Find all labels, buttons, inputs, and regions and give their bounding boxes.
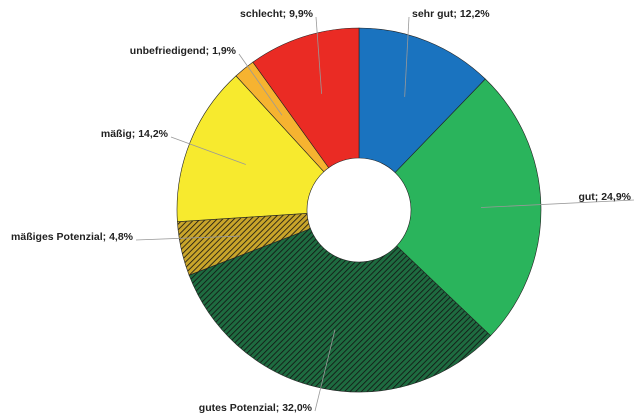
category-label: gutes Potenzial: [199, 402, 276, 414]
leader-line: [170, 136, 246, 165]
data-label: unbefriedigend; 1,9%: [130, 45, 237, 57]
data-label: sehr gut; 12,2%: [412, 8, 490, 20]
donut-segment: [176, 75, 325, 223]
value-label: 4,8%: [109, 231, 134, 243]
value-label: 9,9%: [289, 8, 314, 20]
leader-line: [314, 329, 336, 412]
data-label: mäßiges Potenzial; 4,8%: [11, 231, 134, 243]
donut-segment: [358, 27, 486, 173]
category-label: mäßiges Potenzial: [11, 231, 103, 243]
category-label: gut: [578, 191, 595, 203]
data-label: gut; 24,9%: [578, 191, 631, 203]
value-label: 14,2%: [138, 128, 168, 140]
category-label: sehr gut: [412, 8, 454, 20]
data-label: mäßig; 14,2%: [101, 128, 169, 140]
label-separator: ;: [595, 191, 601, 203]
value-label: 12,2%: [460, 8, 490, 20]
label-separator: ;: [276, 402, 282, 414]
donut-segment: [252, 27, 360, 169]
label-separator: ;: [283, 8, 289, 20]
donut-segment: [188, 228, 492, 393]
value-label: 1,9%: [212, 45, 237, 57]
label-separator: ;: [132, 128, 138, 140]
category-label: unbefriedigend: [130, 45, 206, 57]
category-label: schlecht: [240, 8, 283, 20]
data-label: gutes Potenzial; 32,0%: [199, 402, 313, 414]
value-label: 24,9%: [601, 191, 631, 203]
leader-line: [135, 235, 240, 241]
value-label: 32,0%: [282, 402, 312, 414]
leader-line: [315, 16, 323, 94]
donut-segment: [394, 78, 542, 337]
leader-line: [238, 53, 283, 116]
label-separator: ;: [103, 231, 109, 243]
data-label: schlecht; 9,9%: [240, 8, 314, 20]
leader-line: [480, 199, 634, 208]
category-label: mäßig: [101, 128, 132, 140]
label-separator: ;: [453, 8, 459, 20]
leader-line: [404, 16, 410, 97]
label-separator: ;: [206, 45, 212, 57]
